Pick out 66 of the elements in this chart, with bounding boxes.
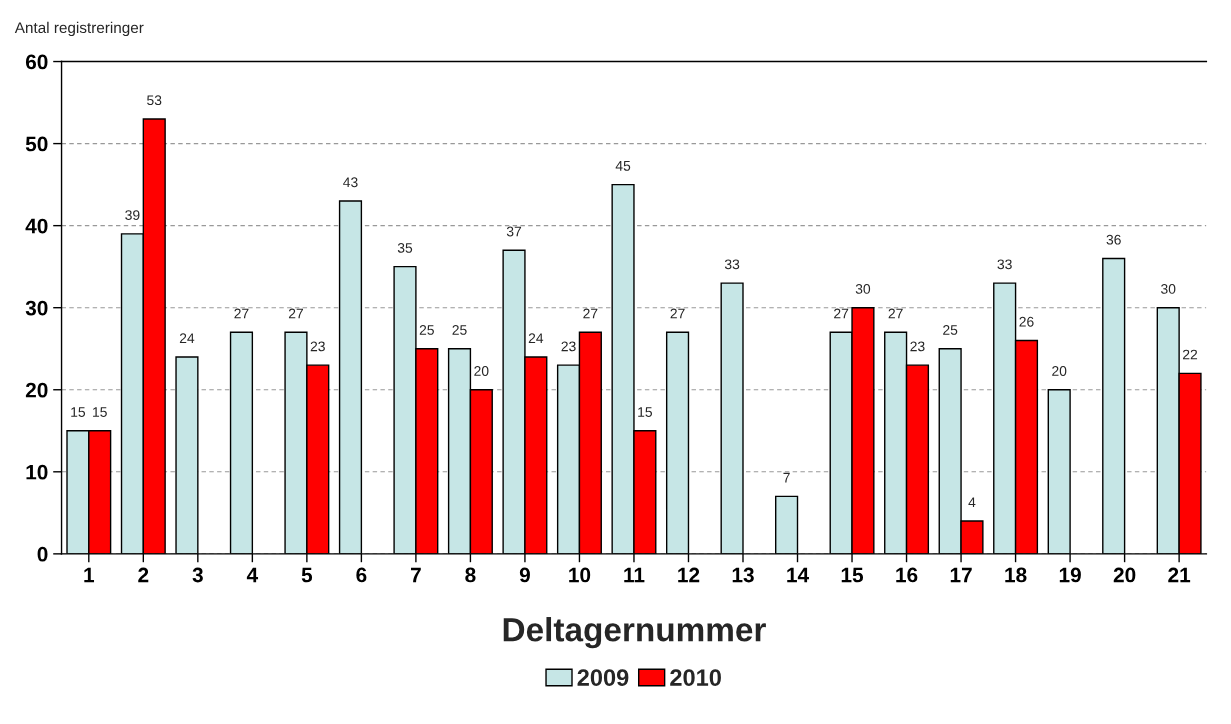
data-label: 45 — [615, 161, 631, 171]
x-tick-label: 5 — [301, 567, 313, 583]
x-tick-label: 7 — [411, 567, 421, 583]
x-tick-label: 21 — [1168, 567, 1191, 583]
x-tick-label: 19 — [1059, 567, 1081, 583]
y-tick-label: 0 — [37, 546, 48, 562]
x-tick-label: 17 — [950, 567, 972, 583]
data-label: 23 — [310, 341, 325, 352]
data-label: 15 — [71, 407, 86, 417]
data-label: 36 — [1106, 234, 1121, 245]
data-label: 33 — [997, 259, 1012, 270]
data-label: 25 — [943, 325, 958, 335]
y-axis-title: Antal registreringer — [14, 21, 144, 37]
x-tick-label: 14 — [787, 567, 809, 583]
data-label: 20 — [474, 366, 489, 376]
x-tick-label: 10 — [569, 567, 591, 583]
data-label: 35 — [397, 242, 413, 253]
x-tick-label: 8 — [465, 567, 476, 583]
x-tick-label: 16 — [896, 567, 918, 583]
y-tick-label: 50 — [25, 136, 48, 152]
x-tick-label: 2 — [138, 567, 149, 583]
legend-label: 2010 — [670, 669, 721, 686]
data-label: 23 — [561, 341, 576, 352]
x-tick-label: 4 — [246, 567, 259, 583]
y-tick-label: 40 — [25, 218, 48, 234]
y-tick-label: 30 — [25, 300, 48, 316]
x-tick-label: 9 — [519, 567, 530, 583]
data-label: 33 — [724, 259, 740, 270]
x-tick-label: 12 — [678, 567, 700, 583]
x-tick-label: 20 — [1113, 567, 1136, 583]
data-label: 39 — [125, 210, 140, 220]
y-tick-label: 60 — [25, 54, 48, 70]
data-label: 23 — [910, 341, 925, 352]
data-label: 27 — [834, 308, 849, 319]
legend-label: 2009 — [577, 669, 629, 686]
y-tick-label: 20 — [25, 382, 48, 398]
data-label: 25 — [419, 325, 434, 335]
data-label: 30 — [1161, 284, 1176, 294]
data-label: 26 — [1019, 316, 1034, 327]
data-label: 24 — [528, 333, 544, 343]
data-label: 27 — [234, 308, 249, 319]
data-label: 24 — [179, 333, 195, 343]
x-tick-label: 3 — [192, 567, 203, 583]
data-label: 22 — [1183, 349, 1198, 360]
x-axis-title: Deltagernummer — [503, 617, 766, 649]
data-label: 27 — [888, 308, 903, 319]
data-label: 30 — [855, 284, 871, 294]
x-tick-label: 6 — [356, 567, 367, 583]
x-tick-label: 13 — [732, 567, 754, 583]
data-label: 27 — [583, 308, 598, 319]
data-label: 43 — [343, 177, 358, 188]
data-label: 27 — [670, 308, 685, 319]
data-label: 4 — [968, 497, 976, 508]
x-tick-label: 15 — [841, 567, 864, 583]
data-label: 15 — [638, 407, 653, 417]
data-label: 15 — [93, 407, 107, 417]
data-label: 7 — [783, 472, 790, 483]
x-tick-label: 1 — [84, 567, 95, 583]
x-tick-label: 18 — [1005, 567, 1027, 583]
data-label: 25 — [452, 325, 467, 335]
y-tick-label: 10 — [26, 464, 48, 480]
x-tick-label: 11 — [624, 567, 645, 583]
data-label: 53 — [147, 95, 162, 106]
data-label: 27 — [288, 308, 303, 319]
data-label: 20 — [1052, 366, 1067, 376]
data-label: 37 — [506, 226, 522, 237]
